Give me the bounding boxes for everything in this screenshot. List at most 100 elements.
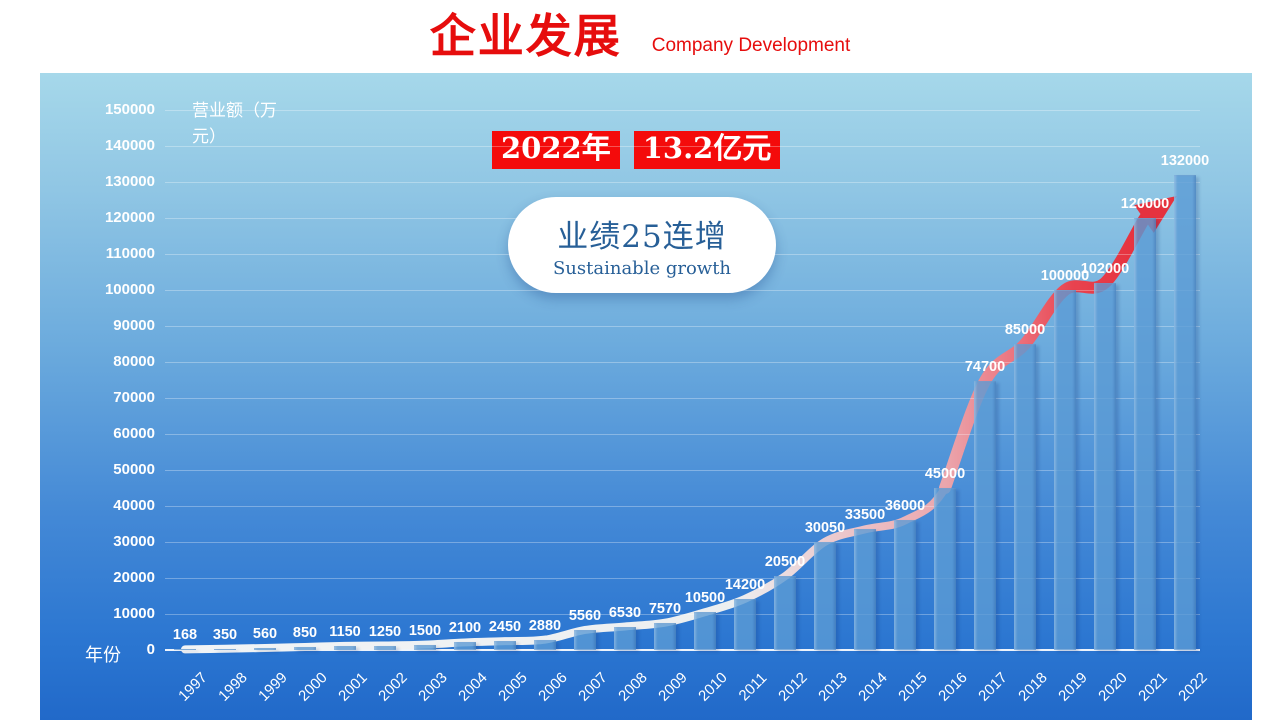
callout-title: 业绩25连增	[557, 219, 727, 255]
bar-2013	[814, 541, 836, 650]
y-gridline	[165, 614, 1200, 615]
y-axis-tick: 0	[146, 641, 155, 658]
x-axis-tick: 2020	[1095, 669, 1131, 705]
x-axis-tick: 2007	[575, 669, 611, 705]
bar-value-label: 5560	[568, 607, 602, 624]
bar-value-label: 120000	[1120, 196, 1170, 212]
bar-value-label: 36000	[884, 498, 926, 515]
bar-value-label: 1500	[408, 622, 442, 639]
bar-value-label: 30050	[804, 519, 846, 536]
y-gridline	[165, 506, 1200, 507]
y-axis-tick: 30000	[113, 533, 155, 550]
bar-value-label: 560	[252, 625, 278, 642]
bar-value-label: 7570	[648, 600, 682, 617]
chart-panel: 营业额（万元） 年份 2022年 13.2亿元 业	[40, 73, 1252, 720]
x-axis-tick: 2016	[935, 669, 971, 705]
y-gridline	[165, 326, 1200, 327]
x-axis-tick: 2009	[655, 669, 691, 705]
y-axis-tick: 140000	[104, 137, 155, 154]
y-gridline	[165, 182, 1200, 183]
x-axis-tick: 1999	[255, 669, 291, 705]
bar-2010	[694, 612, 716, 650]
slide-header: 企业发展 Company Development	[0, 0, 1280, 73]
y-axis-tick: 100000	[104, 281, 155, 298]
bar-value-label: 1250	[368, 623, 402, 640]
bar-1997	[174, 649, 196, 650]
bar-value-label: 132000	[1160, 152, 1210, 169]
x-axis-tick: 2011	[735, 669, 771, 705]
x-axis-tick: 1998	[215, 669, 251, 705]
x-axis-tick: 2001	[335, 669, 371, 705]
bar-2018	[1014, 344, 1036, 650]
y-gridline	[165, 542, 1200, 543]
bar-2019	[1054, 290, 1076, 650]
bar-value-label: 2450	[488, 619, 522, 636]
bar-2003	[414, 644, 436, 650]
x-axis-tick: 1997	[175, 669, 211, 705]
page-title: 企业发展	[429, 10, 622, 62]
x-axis-tick: 2019	[1055, 669, 1091, 705]
bar-2016	[934, 488, 956, 650]
value-badge: 13.2亿元	[633, 131, 781, 169]
bar-2022	[1174, 174, 1196, 650]
bar-value-label: 33500	[844, 507, 886, 524]
bar-value-label: 102000	[1080, 260, 1130, 277]
bar-value-label: 1150	[329, 623, 361, 640]
bar-2004	[454, 642, 476, 650]
x-axis-tick: 2000	[295, 669, 331, 705]
bar-2000	[294, 646, 316, 650]
bar-2005	[494, 641, 516, 650]
x-axis-tick: 2002	[375, 669, 411, 705]
bar-2002	[374, 645, 396, 650]
bar-value-label: 10500	[684, 590, 726, 607]
page-subtitle: Company Development	[651, 35, 851, 56]
bar-2015	[894, 520, 916, 650]
bar-2021	[1134, 218, 1156, 650]
bar-value-label: 74700	[964, 359, 1006, 376]
x-axis-tick: 2012	[775, 669, 811, 705]
bar-2012	[774, 576, 796, 650]
x-axis-tick: 2021	[1135, 669, 1171, 705]
x-axis-tick: 2013	[815, 669, 851, 705]
x-axis-tick: 2010	[695, 669, 731, 705]
bar-1999	[254, 647, 276, 650]
bar-value-label: 850	[292, 624, 318, 641]
bar-value-label: 2880	[528, 617, 562, 634]
year-badge: 2022年	[492, 131, 620, 169]
x-axis-tick: 2017	[975, 669, 1011, 705]
y-gridline	[165, 470, 1200, 471]
x-axis-title: 年份	[85, 645, 121, 665]
y-gridline	[165, 254, 1200, 255]
x-axis-tick: 2018	[1015, 669, 1051, 705]
y-axis-tick: 70000	[113, 389, 155, 406]
x-axis-tick: 2003	[415, 669, 451, 705]
bar-2014	[854, 529, 876, 650]
bar-value-label: 350	[212, 626, 238, 643]
bar-value-label: 14200	[724, 576, 766, 593]
y-gridline	[165, 362, 1200, 363]
y-axis-tick: 20000	[113, 569, 155, 586]
y-gridline	[165, 218, 1200, 219]
highlight-badges: 2022年 13.2亿元	[492, 131, 781, 169]
bar-value-label: 45000	[924, 466, 966, 482]
x-axis-tick: 2005	[495, 669, 531, 705]
bar-value-label: 6530	[608, 604, 642, 621]
y-axis-title: 营业额（万元）	[192, 101, 277, 146]
bar-value-label: 100000	[1040, 268, 1090, 284]
y-gridline	[165, 434, 1200, 435]
y-axis-tick: 40000	[113, 497, 155, 514]
bar-2020	[1094, 282, 1116, 650]
y-axis-tick: 80000	[113, 353, 155, 370]
bar-2017	[974, 381, 996, 650]
bar-value-label: 20500	[764, 554, 806, 571]
bar-2001	[334, 645, 356, 650]
bar-2006	[534, 639, 556, 650]
y-axis-tick: 10000	[113, 605, 155, 622]
callout-subtitle: Sustainable growth	[552, 258, 732, 279]
y-gridline	[165, 578, 1200, 579]
x-axis-tick: 2006	[535, 669, 571, 705]
x-axis-tick: 2022	[1175, 669, 1211, 705]
y-axis-tick: 130000	[104, 173, 155, 190]
y-axis-tick: 110000	[105, 245, 155, 262]
bar-2008	[614, 626, 636, 650]
